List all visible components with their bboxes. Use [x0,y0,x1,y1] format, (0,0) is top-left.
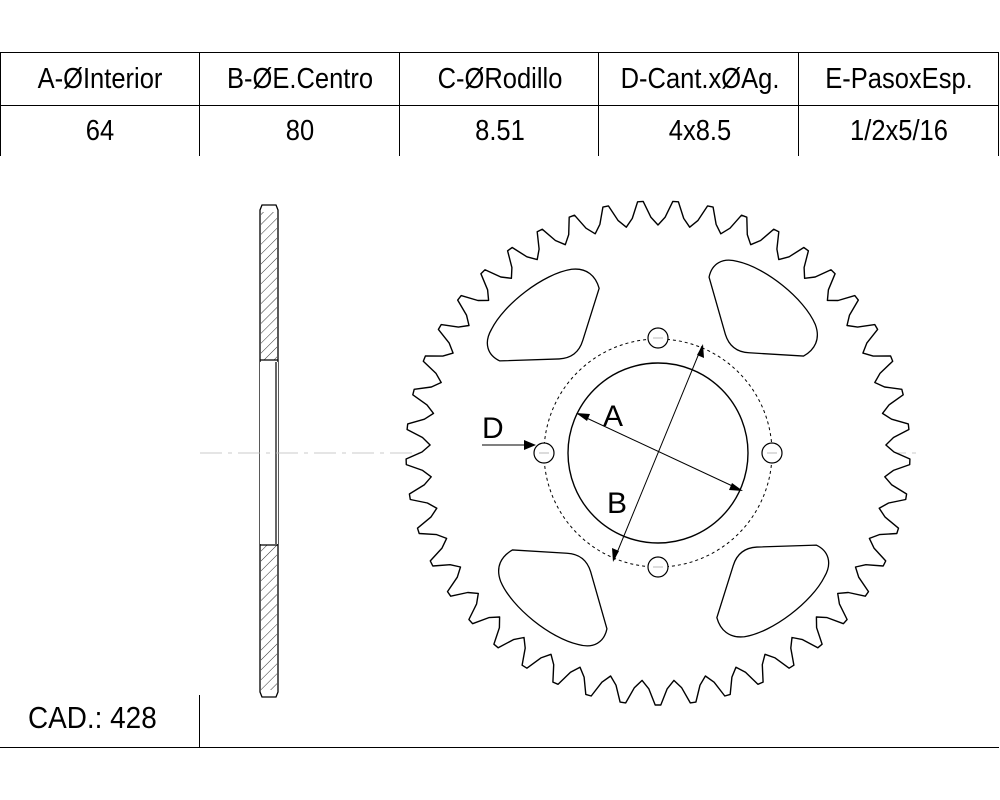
header-hole-count-diameter: D-Cant.xØAg. [620,62,780,95]
value-inner-diameter: 64 [85,114,115,147]
header-bolt-circle: B-ØE.Centro [226,62,374,95]
dimension-line-b [613,345,703,561]
table-divider [998,52,999,156]
header-pitch-thickness: E-PasoxEsp. [825,62,973,95]
spec-table: A-ØInterior B-ØE.Centro C-ØRodillo D-Can… [0,52,999,157]
sprocket-front-view: A B D [405,200,911,706]
lightening-window [708,259,818,357]
label-b: B [607,487,627,520]
value-bolt-circle: 80 [285,114,315,147]
table-divider [399,52,400,156]
dimension-line-a [577,413,742,491]
label-d: D [482,412,504,445]
table-divider [798,52,799,156]
inner-bore [567,362,749,544]
table-divider [199,52,200,156]
value-roller-diameter: 8.51 [475,114,525,147]
header-inner-diameter: A-ØInterior [37,62,163,95]
lightening-window [716,544,830,638]
label-a: A [603,400,623,433]
spec-values-row: 64 80 8.51 4x8.5 1/2x5/16 [0,105,999,157]
bottom-rule [0,747,999,748]
value-pitch-thickness: 1/2x5/16 [850,114,948,147]
table-divider [598,52,599,156]
lightening-window [498,549,608,647]
header-roller-diameter: C-ØRodillo [437,62,563,95]
cad-label: CAD.: 428 [28,700,157,735]
arrowhead-b-start [697,344,704,358]
sprocket-side-view [259,204,279,698]
arrowhead-a-end [729,483,743,491]
lightening-window [486,268,600,362]
bolt-holes [533,327,783,578]
arrowhead-a-start [576,413,590,421]
arrowhead-b-end [612,548,619,562]
arrowhead-d [524,440,536,450]
table-divider [0,52,1,156]
spec-header-row: A-ØInterior B-ØE.Centro C-ØRodillo D-Can… [0,53,999,106]
cad-box [0,695,200,747]
value-hole-count-diameter: 4x8.5 [668,114,732,147]
lightening-windows [486,259,830,647]
